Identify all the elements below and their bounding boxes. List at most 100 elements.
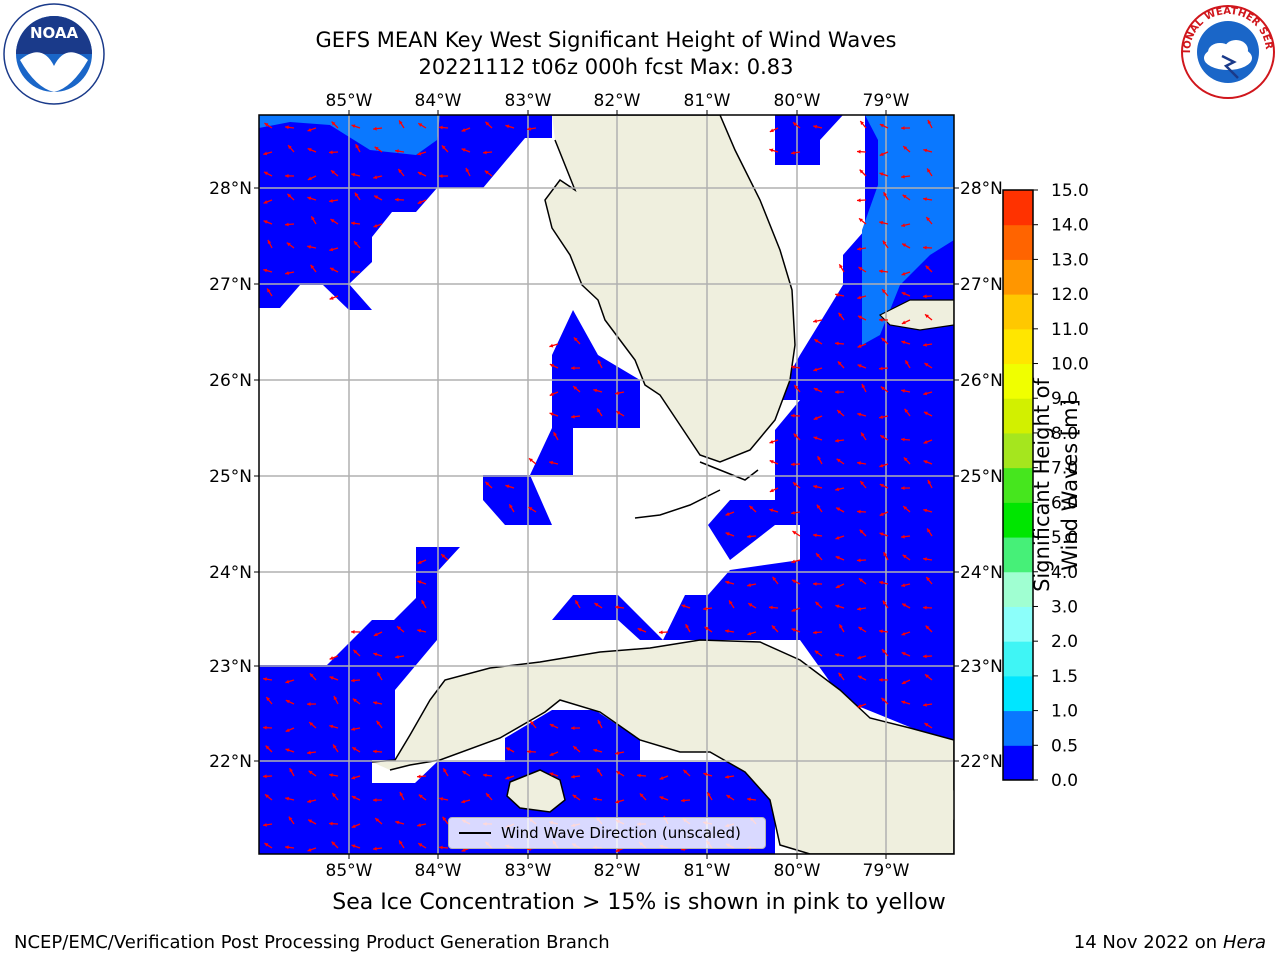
arrow-head: [860, 481, 865, 485]
arrow-head: [505, 775, 510, 780]
arrow-head: [373, 126, 377, 131]
florida-land: [545, 115, 795, 462]
direction-arrow-48: [859, 169, 867, 177]
direction-arrow-251: [352, 649, 361, 657]
direction-arrow-156: [549, 460, 559, 465]
arrow-head: [857, 558, 861, 563]
arrow-head: [573, 746, 578, 750]
arrow-head: [417, 628, 422, 633]
direction-arrow-349: [395, 820, 405, 825]
direction-arrow-30: [482, 150, 493, 155]
arrow-head: [924, 363, 929, 367]
direction-arrow-88: [838, 263, 845, 273]
lat-label-left-5: 23°N: [209, 657, 252, 677]
direction-arrow-140: [813, 415, 823, 421]
arrow-head: [267, 288, 271, 293]
direction-arrow-271: [265, 696, 273, 705]
bahamas-coastline: [878, 299, 954, 331]
arrow-head: [901, 223, 906, 228]
direction-arrow-274: [333, 695, 339, 705]
direction-arrow-303: [615, 751, 625, 755]
direction-arrow-311: [462, 770, 471, 777]
arrow-head: [747, 631, 752, 636]
arrow-head: [329, 656, 334, 660]
direction-arrow-8: [438, 125, 449, 130]
arrow-head: [285, 845, 289, 850]
direction-arrow-29: [461, 148, 471, 153]
arrow-head: [549, 772, 554, 777]
arrow-head: [263, 200, 268, 204]
direction-arrow-336: [615, 799, 625, 804]
arrow-head: [769, 488, 774, 493]
direction-arrow-323: [264, 793, 273, 801]
arrow-head: [923, 440, 928, 444]
direction-arrow-369: [331, 841, 339, 849]
direction-arrow-7: [417, 122, 427, 129]
arrow-head: [597, 408, 601, 413]
direction-arrow-22: [307, 147, 317, 153]
arrow-head: [726, 795, 731, 799]
arrow-head: [901, 534, 905, 539]
arrow-head: [571, 774, 575, 779]
arrow-head: [443, 768, 447, 773]
arrow-head: [307, 148, 312, 152]
direction-arrow-317: [615, 770, 625, 777]
arrow-head: [615, 799, 620, 804]
arrow-head: [903, 506, 908, 510]
arrow-head: [769, 460, 774, 464]
arrow-head: [923, 391, 928, 396]
arrow-head: [332, 793, 337, 797]
arrow-head: [881, 337, 886, 342]
arrow-head: [901, 437, 905, 442]
arrow-head: [417, 823, 421, 827]
direction-arrow-33: [856, 149, 867, 154]
direction-arrow-113: [923, 342, 933, 347]
direction-arrow-119: [837, 360, 845, 369]
arrow-head: [485, 481, 490, 486]
direction-arrow-20: [263, 151, 273, 156]
arrow-head: [835, 390, 839, 395]
arrow-head: [441, 145, 446, 150]
direction-arrow-134: [923, 391, 933, 396]
direction-arrow-313: [505, 775, 515, 780]
direction-arrow-255: [835, 653, 845, 657]
arrow-head: [816, 504, 821, 509]
arrow-head: [923, 197, 927, 202]
arrow-head: [813, 436, 818, 441]
direction-arrow-89: [858, 266, 867, 273]
lon-label-top-3: 82°W: [594, 91, 641, 111]
arrow-head: [861, 432, 865, 437]
direction-arrow-133: [901, 389, 911, 393]
direction-arrow-117: [791, 365, 801, 370]
arrow-head: [572, 794, 577, 799]
direction-arrow-106: [549, 343, 559, 348]
sea-ice-note: Sea Ice Concentration > 15% is shown in …: [332, 890, 946, 915]
arrow-head: [374, 195, 379, 200]
lat-label-right-4: 24°N: [960, 563, 1003, 583]
direction-arrow-83: [263, 268, 273, 273]
arrow-head: [417, 171, 422, 176]
direction-arrow-240: [725, 629, 735, 634]
arrow-head: [266, 697, 271, 701]
arrow-head: [857, 606, 861, 611]
arrow-head: [615, 751, 619, 755]
arrow-head: [264, 123, 269, 127]
direction-arrow-32: [791, 150, 801, 155]
arrow-head: [813, 581, 817, 586]
direction-arrow-158: [790, 462, 801, 467]
direction-arrow-111: [880, 337, 889, 345]
arrow-head: [748, 603, 753, 607]
colorbar-tick-label-9: 7.0: [1051, 459, 1078, 479]
direction-arrow-190: [812, 533, 823, 538]
direction-arrow-147: [769, 439, 779, 444]
arrow-head: [307, 847, 312, 852]
direction-arrow-97: [881, 288, 889, 297]
arrow-head: [597, 359, 602, 364]
lat-label-right-1: 27°N: [960, 275, 1003, 295]
direction-arrow-286: [376, 720, 383, 729]
direction-arrow-302: [593, 748, 603, 753]
direction-arrow-257: [881, 648, 889, 657]
lon-label-top-2: 83°W: [505, 91, 552, 111]
arrow-head: [417, 580, 422, 585]
arrow-head: [439, 845, 443, 850]
